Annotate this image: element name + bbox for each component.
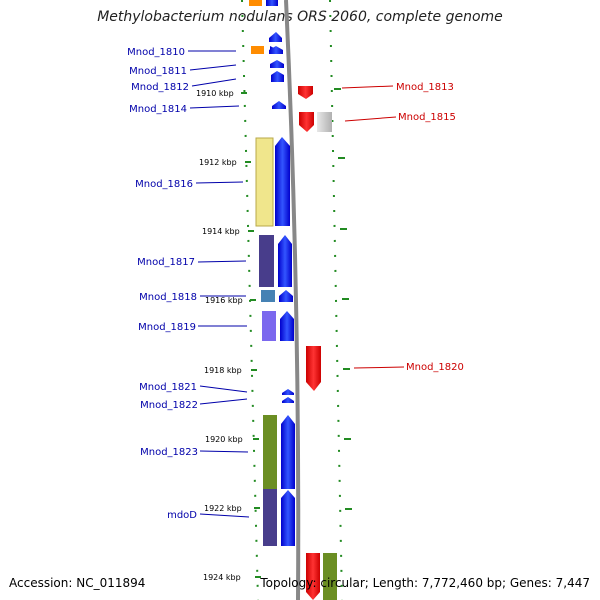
gene-label[interactable]: Mnod_1810 — [127, 47, 185, 58]
reverse-gene-arrow — [298, 86, 313, 99]
gene-label[interactable]: Mnod_1812 — [131, 82, 189, 93]
leader-line — [195, 181, 244, 184]
forward-gene-arrow — [281, 415, 295, 489]
gene-label[interactable]: Mnod_1816 — [135, 179, 193, 190]
leader-line — [344, 116, 397, 122]
gene-label[interactable]: Mnod_1819 — [138, 322, 196, 333]
ring-dots — [329, 0, 343, 600]
accession-label: Accession: NC_011894 — [9, 576, 146, 590]
gene-cog-box — [251, 46, 264, 54]
forward-gene-arrow — [279, 290, 293, 302]
forward-gene-arrow — [275, 137, 290, 226]
leader-line — [191, 78, 237, 87]
gene-label[interactable]: mdoD — [167, 510, 197, 521]
left-gene-labels: Mnod_1810 Mnod_1811 Mnod_1812 Mnod_1814 … — [127, 47, 198, 521]
forward-gene-arrow — [280, 311, 294, 341]
reverse-gene-arrow — [299, 112, 314, 132]
kbp-label: 1918 kbp — [204, 366, 242, 375]
kbp-label: 1912 kbp — [199, 158, 237, 167]
gene-label[interactable]: Mnod_1822 — [140, 400, 198, 411]
forward-gene-arrow — [266, 0, 278, 6]
cog-track — [249, 0, 277, 546]
map-title: Methylobacterium nodulans ORS 2060, comp… — [97, 9, 503, 25]
reverse-gene-arrow — [306, 346, 321, 391]
forward-gene-arrow — [278, 235, 292, 287]
leader-line — [197, 260, 247, 263]
kbp-label: 1922 kbp — [204, 504, 242, 513]
kbp-label: 1914 kbp — [202, 227, 240, 236]
leader-line — [189, 105, 240, 109]
gene-cog-box — [261, 290, 275, 302]
gene-label[interactable]: Mnod_1823 — [140, 447, 198, 458]
kbp-label: 1920 kbp — [205, 435, 243, 444]
left-leader-lines — [188, 50, 250, 518]
outer-ring-right — [329, 0, 343, 600]
leader-line — [341, 85, 394, 89]
gene-label[interactable]: Mnod_1811 — [129, 66, 187, 77]
gene-label[interactable]: Mnod_1813 — [396, 82, 454, 93]
forward-gene-arrow — [272, 101, 286, 109]
right-gene-labels: Mnod_1813 Mnod_1815 Mnod_1820 — [396, 82, 464, 373]
leader-line — [199, 385, 248, 393]
gene-cog-box — [323, 553, 337, 600]
kbp-labels: 1910 kbp 1912 kbp 1914 kbp 1916 kbp 1918… — [196, 89, 243, 582]
gene-cog-box — [263, 415, 277, 489]
gene-label[interactable]: Mnod_1817 — [137, 257, 195, 268]
gene-cog-box — [259, 235, 274, 287]
leader-line — [199, 513, 250, 518]
kbp-label: 1916 kbp — [205, 296, 243, 305]
gene-label[interactable]: Mnod_1814 — [129, 104, 187, 115]
kbp-label: 1910 kbp — [196, 89, 234, 98]
other-gene-box — [317, 112, 332, 132]
reverse-gene-arrow — [306, 553, 320, 600]
leader-line — [353, 366, 405, 369]
gene-cog-box — [263, 489, 277, 546]
gene-cog-box — [262, 311, 276, 341]
topology-label: Topology: circular; Length: 7,772,460 bp… — [260, 576, 590, 590]
forward-gene-arrow — [282, 389, 294, 395]
gene-label[interactable]: Mnod_1815 — [398, 112, 456, 123]
forward-gene-arrow — [271, 71, 284, 82]
forward-gene-arrow — [282, 397, 294, 403]
forward-gene-arrow — [269, 46, 283, 54]
right-leader-lines — [341, 85, 405, 369]
forward-gene-arrow — [269, 32, 282, 42]
forward-strand-genes — [266, 0, 295, 546]
leader-line — [189, 64, 237, 71]
kbp-label: 1924 kbp — [203, 573, 241, 582]
forward-gene-arrow — [281, 490, 295, 546]
gene-label[interactable]: Mnod_1818 — [139, 292, 197, 303]
leader-line — [199, 398, 248, 405]
gene-cog-box — [249, 0, 262, 6]
genome-backbone — [284, 0, 301, 600]
gene-label[interactable]: Mnod_1821 — [139, 382, 197, 393]
gene-cog-box — [255, 137, 274, 227]
gene-label[interactable]: Mnod_1820 — [406, 362, 464, 373]
leader-line — [199, 450, 249, 453]
forward-gene-arrow — [270, 60, 284, 68]
reverse-strand-genes — [298, 86, 337, 600]
kbp-ticks — [241, 88, 352, 578]
